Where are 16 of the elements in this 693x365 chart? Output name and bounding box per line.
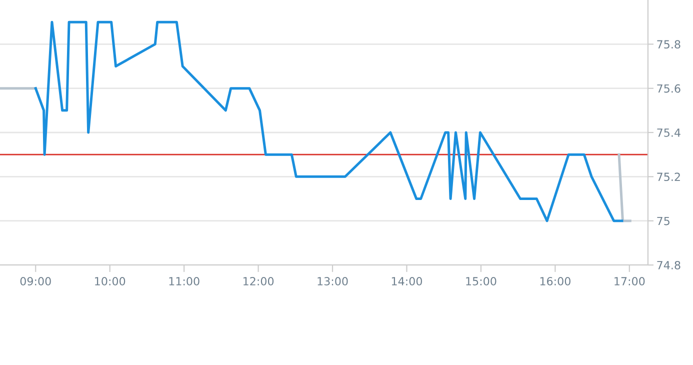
- x-tick-label: 17:00: [614, 277, 645, 286]
- y-tick-label: 75: [657, 216, 670, 226]
- x-tick-label: 09:00: [20, 277, 51, 286]
- y-tick-label: 75.2: [657, 172, 680, 182]
- x-tick-label: 14:00: [392, 277, 422, 286]
- x-tick-label: 15:00: [466, 277, 496, 286]
- x-tick-label: 10:00: [95, 277, 126, 286]
- x-tick-label: 16:00: [540, 277, 570, 286]
- x-tick-label: 12:00: [244, 277, 274, 286]
- line-series: [34, 20, 624, 222]
- x-tick-label: 13:00: [318, 277, 348, 286]
- y-tick-label: 75.4: [657, 128, 680, 137]
- y-tick-label: 74.8: [657, 260, 680, 270]
- y-tick-label: 75.6: [657, 84, 680, 93]
- y-tick-label: 75.8: [657, 40, 680, 49]
- x-tick-label: 11:00: [169, 277, 200, 286]
